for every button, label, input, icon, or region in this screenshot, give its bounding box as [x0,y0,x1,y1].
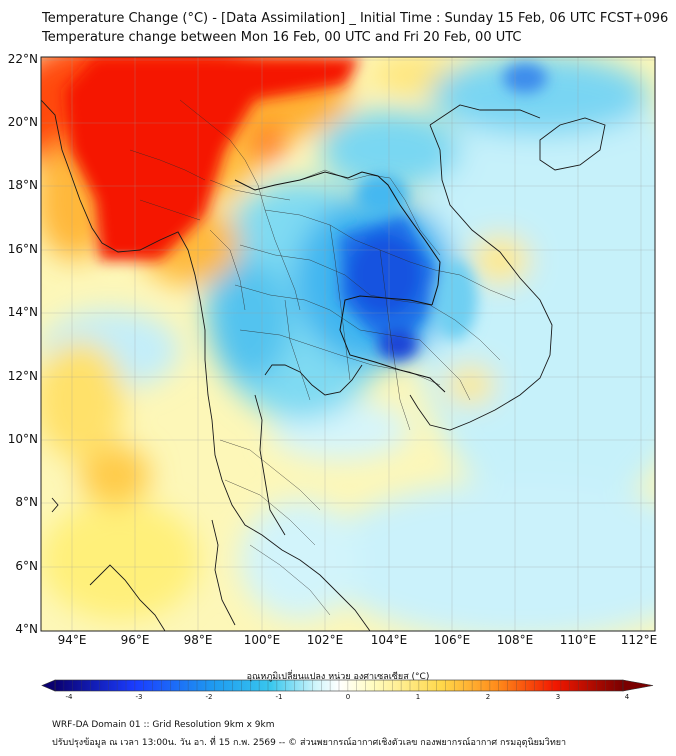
temperature-field [41,57,655,631]
lat-label: 8°N [15,495,38,509]
colorbar-tick-label: 1 [415,693,421,701]
lon-label: 108°E [496,633,534,647]
lon-label: 104°E [370,633,408,647]
lat-label: 20°N [7,115,38,129]
lat-label: 18°N [7,178,38,192]
colorbar-tick-label: -3 [135,693,143,701]
map-title: Temperature Change (°C) - [Data Assimila… [42,11,669,26]
national-borders [234,171,446,393]
lat-label: 4°N [15,622,38,636]
lon-label: 100°E [243,633,281,647]
lon-label: 110°E [559,633,597,647]
colorbar-title: อุณหภูมิเปลี่ยนแปลง หน่วย องศาเซลเซียส (… [246,672,430,682]
lat-label: 14°N [7,305,38,319]
colorbar-tick-label: -4 [65,693,73,701]
lat-label: 12°N [7,369,38,383]
colorbar-tick-label: -1 [275,693,283,701]
lon-label: 102°E [306,633,344,647]
colorbar-tick-label: 3 [555,693,561,701]
colorbar-tick-label: 0 [345,693,351,701]
lon-label: 106°E [433,633,471,647]
colorbar [41,679,654,692]
lat-label: 22°N [7,52,38,66]
footer-model-info: WRF-DA Domain 01 :: Grid Resolution 9km … [52,720,275,730]
lon-label: 98°E [183,633,213,647]
lat-label: 6°N [15,559,38,573]
coastlines [41,99,606,631]
lon-label: 96°E [120,633,150,647]
lat-label: 10°N [7,432,38,446]
map-frame [40,56,656,632]
lat-label: 16°N [7,242,38,256]
footer-credit: ปรับปรุงข้อมูล ณ เวลา 13:00น. วัน อา. ที… [52,738,567,748]
lon-label: 112°E [620,633,658,647]
colorbar-tick-label: -2 [205,693,213,701]
map-subtitle: Temperature change between Mon 16 Feb, 0… [42,30,522,45]
colorbar-tick-label: 2 [485,693,491,701]
lon-label: 94°E [57,633,87,647]
admin-boundaries [129,99,516,616]
colorbar-tick-label: 4 [624,693,630,701]
